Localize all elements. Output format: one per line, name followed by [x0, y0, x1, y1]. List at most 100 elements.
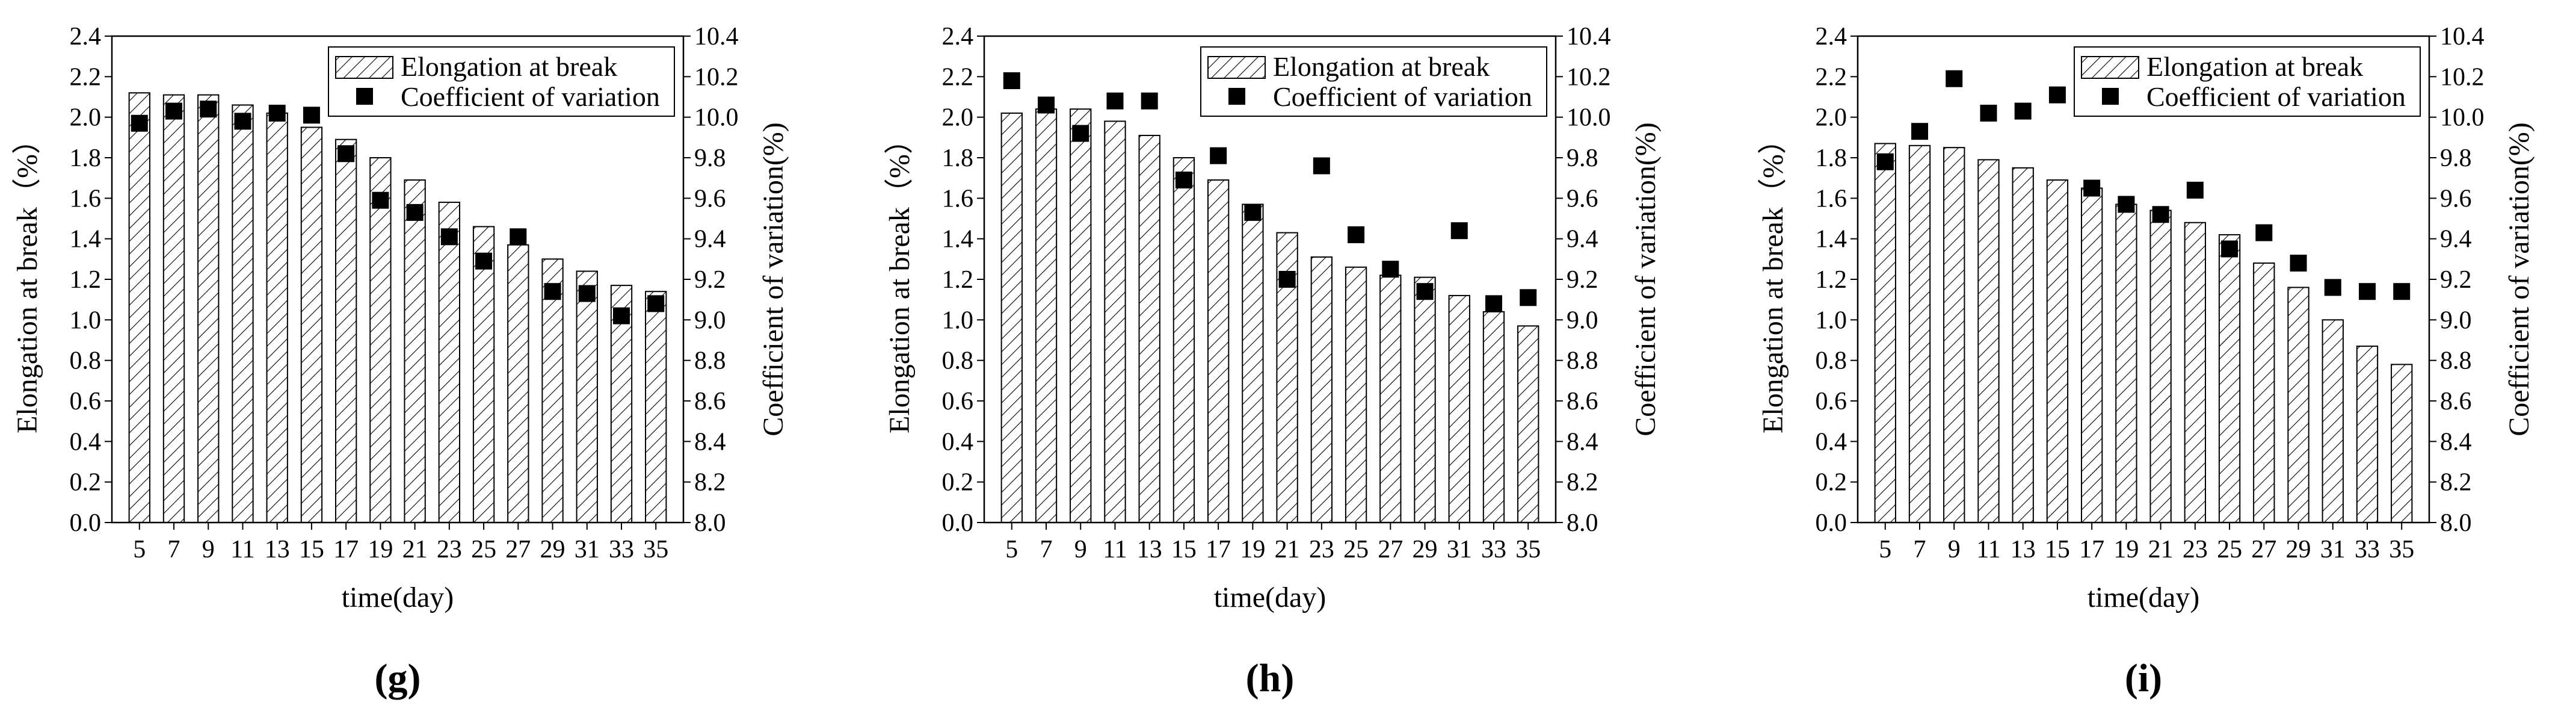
y2-tick-label: 10.4	[694, 23, 739, 51]
y2-tick-label: 8.2	[694, 469, 726, 497]
y-tick-label: 0.2	[942, 469, 974, 497]
cov-marker	[2324, 279, 2341, 296]
bar	[1943, 147, 1965, 523]
bar	[2322, 319, 2344, 523]
cov-marker	[1450, 222, 1468, 240]
cov-marker	[1003, 72, 1020, 90]
bar	[300, 126, 323, 523]
cov-marker	[1072, 125, 1089, 142]
legend-swatch-marker	[356, 88, 373, 105]
y2-tick-label: 8.8	[1567, 347, 1598, 375]
legend-swatch-bar	[335, 56, 393, 79]
legend-swatch-marker	[1228, 88, 1245, 105]
cov-marker	[1911, 123, 1929, 140]
cov-marker	[1244, 203, 1262, 221]
y-tick-label: 2.0	[1816, 104, 1847, 132]
cov-marker	[372, 191, 389, 209]
y2-tick-label: 9.0	[694, 306, 726, 334]
y2-tick-label: 8.4	[2440, 428, 2472, 456]
bar	[232, 104, 254, 523]
bar	[472, 226, 495, 523]
bar	[645, 291, 667, 523]
y-tick-label: 1.0	[70, 306, 102, 334]
y-tick-label: 2.4	[942, 23, 974, 51]
y-tick-label: 0.6	[942, 388, 974, 415]
y2-tick-label: 9.2	[1567, 266, 1598, 294]
y2-tick-label: 9.6	[694, 185, 726, 213]
bar	[2184, 222, 2207, 523]
y2-tick-label: 8.6	[1567, 388, 1598, 415]
y-tick-label: 0.0	[1816, 509, 1847, 537]
bar	[1874, 143, 1896, 523]
y2-tick-label: 8.8	[694, 347, 726, 375]
y2-tick-label: 10.0	[1567, 104, 1611, 132]
y-tick-label: 1.0	[942, 306, 974, 334]
y2-tick-label: 8.6	[2440, 388, 2472, 415]
cov-marker	[2083, 179, 2101, 197]
y-tick-label: 0.0	[942, 509, 974, 537]
cov-marker	[2358, 283, 2376, 300]
legend-label-marker: Coefficient of variation	[2146, 81, 2406, 112]
cov-marker	[440, 228, 458, 246]
y-tick-label: 0.8	[1816, 347, 1847, 375]
y2-tick-label: 9.2	[694, 266, 726, 294]
y2-tick-label: 8.2	[1567, 469, 1598, 497]
cov-marker	[1038, 96, 1055, 114]
bar	[1482, 311, 1505, 523]
bar	[128, 92, 150, 523]
x-tick-label: 17	[2079, 536, 2104, 563]
x-tick-label: 35	[1515, 536, 1541, 563]
bar	[266, 112, 288, 523]
bar	[1345, 266, 1367, 523]
x-tick-label: 15	[1171, 536, 1197, 563]
y2-tick-label: 9.8	[1567, 144, 1598, 172]
cov-marker	[1416, 283, 1434, 300]
y2-tick-label: 8.0	[1567, 509, 1598, 537]
x-tick-label: 31	[2320, 536, 2346, 563]
bar	[2012, 167, 2034, 524]
bar	[2356, 346, 2379, 523]
cov-marker	[1382, 261, 1399, 278]
x-tick-label: 7	[168, 536, 180, 563]
x-tick-label: 13	[1137, 536, 1162, 563]
y-tick-label: 0.8	[70, 347, 102, 375]
cov-marker	[303, 107, 320, 124]
y-tick-label: 1.2	[942, 266, 974, 294]
bar	[2218, 234, 2241, 523]
bar	[1379, 275, 1402, 523]
bar	[1000, 112, 1023, 523]
cov-marker	[268, 104, 286, 122]
x-tick-label: 31	[575, 536, 600, 563]
bar	[438, 202, 461, 524]
x-tick-label: 27	[2251, 536, 2276, 563]
y-tick-label: 0.6	[70, 388, 102, 415]
x-tick-label: 19	[2113, 536, 2139, 563]
bar	[1070, 108, 1092, 523]
x-tick-label: 5	[1879, 536, 1891, 563]
x-tick-label: 25	[2217, 536, 2242, 563]
x-tick-label: 5	[133, 536, 146, 563]
bar	[1908, 144, 1931, 524]
x-tick-label: 11	[1976, 536, 2000, 563]
legend-label-bar: Elongation at break	[1273, 51, 1490, 82]
x-tick-label: 35	[2389, 536, 2414, 563]
y2-tick-label: 9.6	[2440, 185, 2472, 213]
x-axis-title: time(day)	[2088, 582, 2200, 613]
cov-marker	[1210, 147, 1227, 164]
x-tick-label: 33	[609, 536, 634, 563]
x-tick-label: 11	[230, 536, 254, 563]
bar	[2046, 179, 2069, 523]
bar	[1310, 256, 1333, 523]
y-tick-label: 0.2	[70, 469, 102, 497]
bar	[1448, 294, 1470, 523]
y2-tick-label: 8.4	[1567, 428, 1598, 456]
cov-marker	[544, 283, 561, 300]
y-tick-label: 2.2	[70, 63, 102, 91]
x-tick-label: 33	[1481, 536, 1506, 563]
x-tick-label: 23	[2183, 536, 2208, 563]
y-axis-title: Elongation at break（%）	[884, 125, 916, 433]
bar	[1242, 203, 1264, 523]
x-tick-label: 7	[1914, 536, 1926, 563]
y2-tick-label: 9.4	[2440, 226, 2472, 253]
